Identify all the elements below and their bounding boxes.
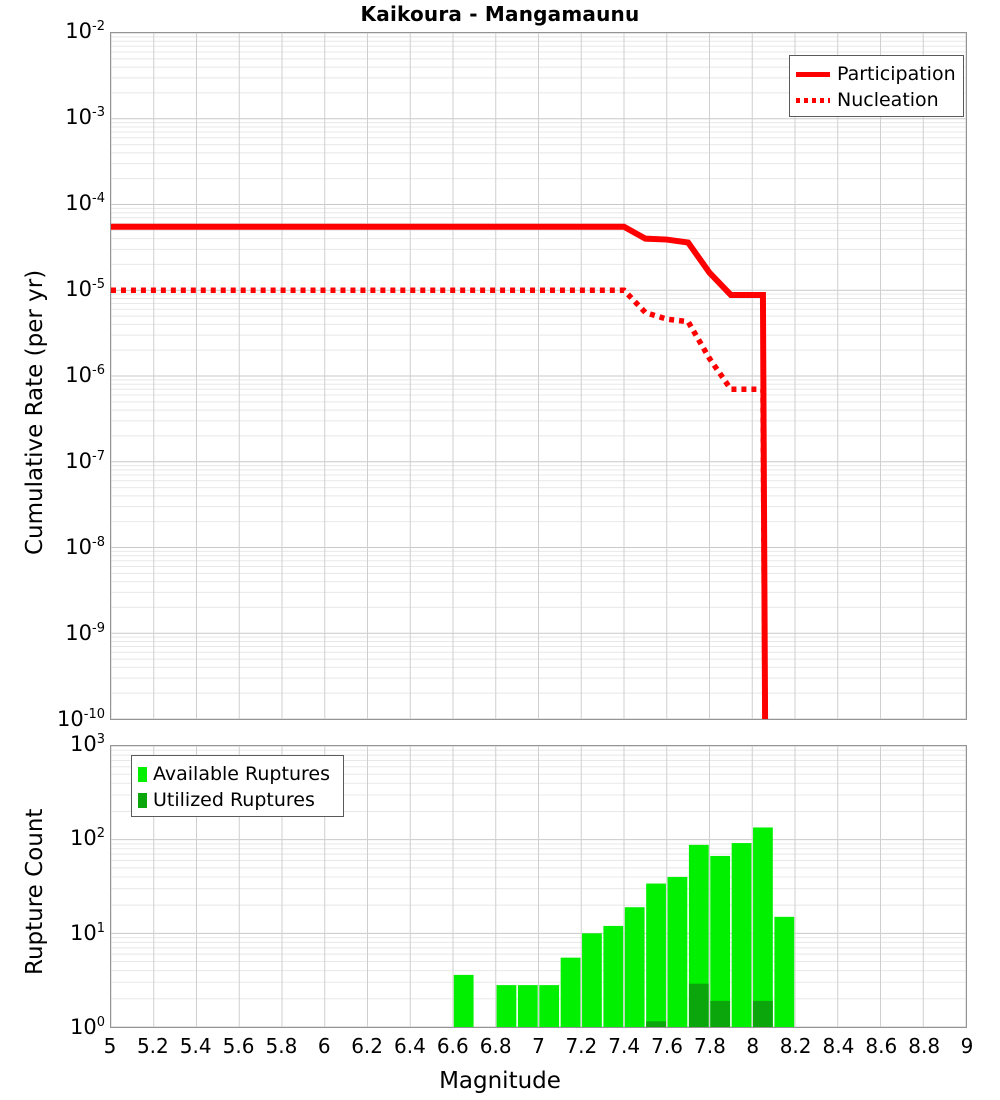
x-tick-label: 7.4: [608, 1034, 641, 1058]
x-tick-label: 7: [532, 1034, 545, 1058]
y-tick-label: 10-10: [57, 707, 105, 731]
y-tick-label: 102: [69, 826, 105, 851]
y-tick-label: 10-6: [65, 363, 105, 387]
y-tick-label: 103: [69, 732, 105, 756]
y-tick-label: 10-2: [65, 19, 105, 43]
bar-utilized: [753, 1000, 773, 1027]
x-tick-label: 5.4: [179, 1034, 212, 1058]
bar-available: [710, 855, 731, 1027]
y-tick-label: 10-7: [65, 449, 105, 473]
bar-available: [582, 933, 602, 1027]
x-tick-label: 8.2: [779, 1034, 812, 1058]
x-tick-label: 6.4: [394, 1034, 426, 1058]
y-tick-label: 10-9: [65, 621, 105, 645]
x-tick-label: 7.6: [651, 1034, 683, 1058]
legend-item-participation[interactable]: Participation: [796, 61, 956, 87]
bar-available: [560, 957, 581, 1027]
top-legend: Participation Nucleation: [789, 55, 964, 117]
bar-available: [603, 925, 624, 1027]
legend-item-available-ruptures[interactable]: Available Ruptures: [138, 761, 335, 787]
series-participation: [111, 223, 769, 719]
available-ruptures-swatch-icon: [138, 766, 147, 782]
top-y-axis-title: Cumulative Rate (per yr): [22, 269, 48, 555]
legend-item-utilized-ruptures[interactable]: Utilized Ruptures: [138, 787, 335, 813]
x-tick-label: 7.2: [565, 1034, 598, 1058]
x-tick-label: 7.8: [693, 1034, 726, 1058]
x-tick-label: 6.2: [351, 1034, 383, 1058]
bar-available: [539, 985, 560, 1027]
legend-label-participation: Participation: [837, 62, 956, 85]
x-tick-label: 8.4: [822, 1034, 855, 1058]
bar-utilized: [646, 1021, 666, 1027]
bar-available: [753, 827, 773, 1027]
solid-line-icon: [796, 71, 830, 77]
y-tick-label: 10-8: [65, 535, 105, 559]
bottom-y-axis-title: Rupture Count: [22, 808, 48, 975]
y-tick-label: 10-5: [65, 277, 105, 301]
legend-label-available-ruptures: Available Ruptures: [153, 762, 330, 785]
x-tick-label: 5.8: [265, 1034, 298, 1058]
y-tick-label: 101: [69, 920, 105, 945]
top-plot-series: [111, 223, 769, 719]
bar-available: [517, 985, 538, 1027]
top-plot-gridlines: [111, 33, 966, 719]
dotted-line-icon: [796, 97, 830, 103]
series-nucleation: [111, 287, 768, 719]
utilized-ruptures-swatch-icon: [138, 792, 147, 808]
legend-label-utilized-ruptures: Utilized Ruptures: [153, 788, 315, 811]
bar-utilized: [710, 1000, 731, 1027]
x-axis-title: Magnitude: [439, 1068, 561, 1094]
bar-available: [496, 985, 517, 1027]
legend-label-nucleation: Nucleation: [837, 88, 939, 111]
bar-available: [453, 974, 474, 1027]
bar-utilized: [688, 983, 709, 1027]
x-tick-label: 6: [317, 1034, 331, 1058]
bar-available: [646, 883, 666, 1027]
x-tick-label: 9: [960, 1034, 974, 1058]
x-tick-label: 8.8: [908, 1034, 941, 1058]
bar-available: [688, 844, 709, 1027]
x-tick-label: 8.6: [865, 1034, 898, 1058]
x-tick-label: 5: [103, 1034, 117, 1058]
y-tick-label: 10-4: [65, 191, 105, 215]
bottom-plot-bars: [453, 827, 795, 1027]
x-tick-label: 6.8: [479, 1034, 512, 1058]
bar-available: [774, 916, 795, 1027]
legend-item-nucleation[interactable]: Nucleation: [796, 87, 955, 113]
bar-available: [624, 907, 645, 1027]
x-tick-label: 5.2: [136, 1034, 169, 1058]
y-tick-label: 10-3: [65, 105, 105, 129]
x-tick-label: 5.6: [222, 1034, 255, 1058]
x-tick-label: 6.6: [436, 1034, 469, 1058]
bottom-legend: Available Ruptures Utilized Ruptures: [131, 755, 344, 817]
bar-available: [731, 843, 752, 1027]
y-tick-label: 100: [69, 1015, 105, 1039]
bar-available: [667, 876, 688, 1027]
cumulative-rate-plot: [110, 32, 967, 720]
page-title: Kaikoura - Mangamaunu: [360, 2, 640, 26]
x-tick-label: 8: [746, 1034, 760, 1058]
